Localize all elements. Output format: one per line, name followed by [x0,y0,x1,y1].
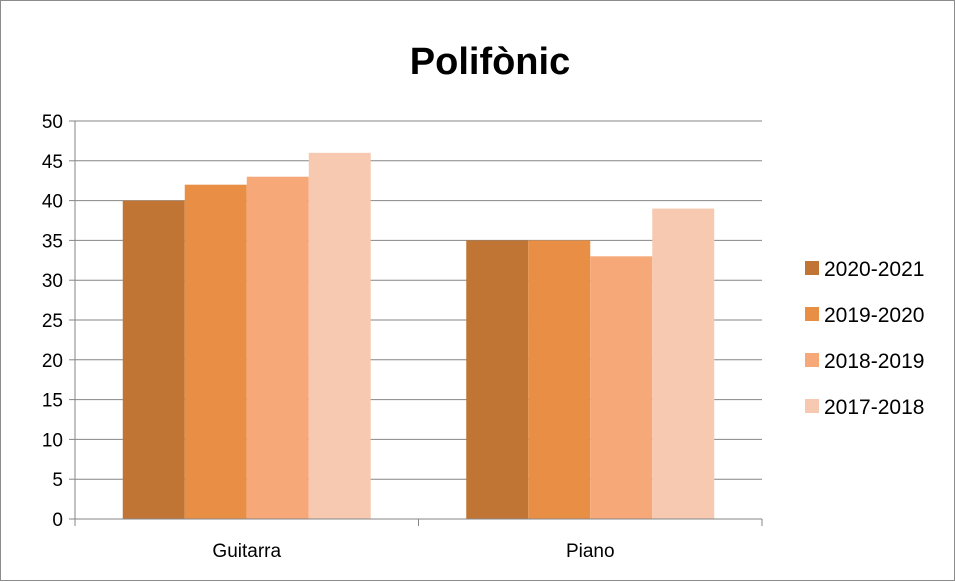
y-tick-label: 0 [52,510,63,531]
y-tick-label: 35 [42,231,63,252]
bar-guitarra-2019-2020 [184,184,247,519]
y-tick-label: 25 [42,311,63,332]
x-category-label: Piano [566,541,615,562]
legend-swatch [805,399,819,413]
y-tick-label: 20 [42,351,63,372]
y-tick-label: 15 [42,391,63,412]
y-tick-label: 10 [42,430,63,451]
bar-piano-2019-2020 [528,240,591,519]
bar-piano-2017-2018 [652,208,715,519]
legend-label: 2020-2021 [824,258,924,281]
x-category-label: Guitarra [212,541,281,562]
legend-label: 2017-2018 [824,396,924,419]
y-tick-label: 50 [42,112,63,133]
bar-piano-2018-2019 [590,256,653,519]
y-tick-label: 30 [42,271,63,292]
x-axis-categories: Guitarra Piano [212,541,614,562]
legend-swatch [805,353,819,367]
legend-label: 2018-2019 [824,350,924,373]
legend-swatch [805,307,819,321]
bar-guitarra-2017-2018 [308,152,371,519]
y-tick-label: 5 [52,470,63,491]
y-tick-label: 45 [42,152,63,173]
bar-guitarra-2018-2019 [246,176,309,519]
legend-label: 2019-2020 [824,304,924,327]
legend-swatch [805,261,819,275]
chart-title: Polifònic [410,41,570,83]
y-tick-label: 40 [42,192,63,213]
bars [122,152,715,519]
bar-guitarra-2020-2021 [122,200,185,519]
legend: 2020-2021 2019-2020 2018-2019 2017-2018 [805,258,924,419]
y-axis-ticks: 0 5 10 15 20 25 30 35 40 45 50 [42,112,75,531]
bar-piano-2020-2021 [466,240,529,519]
